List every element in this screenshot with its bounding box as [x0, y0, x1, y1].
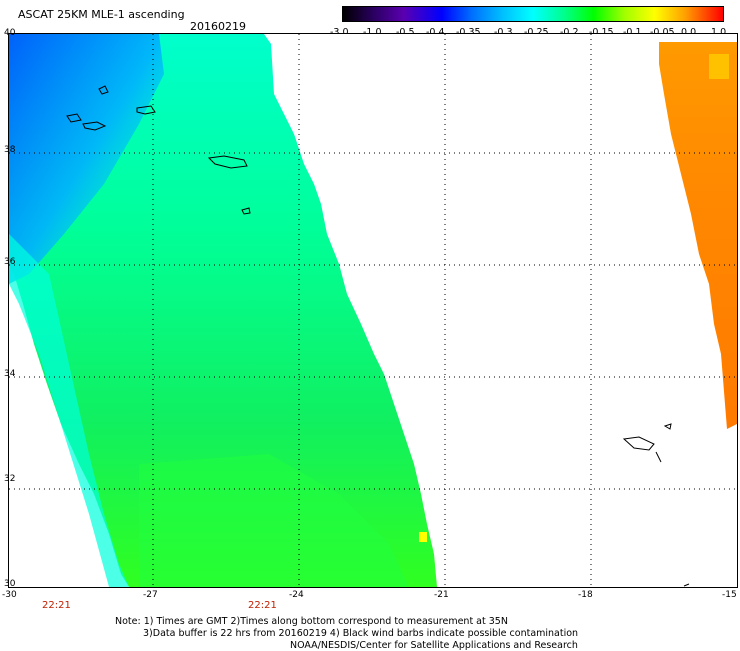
map-plot — [8, 33, 738, 588]
lon-label: -21 — [434, 590, 449, 600]
colorbar-tick: -0.35 — [456, 27, 481, 38]
map-title: ASCAT 25KM MLE-1 ascending — [18, 8, 185, 21]
swath-blue-region — [9, 34, 164, 284]
lon-label: -27 — [143, 590, 158, 600]
colorbar-tick: -0.15 — [589, 27, 614, 38]
colorbar-tick: -0.2 — [560, 27, 579, 38]
lon-label: -24 — [289, 590, 304, 600]
graticule — [9, 34, 737, 587]
lat-label: 34 — [4, 369, 16, 379]
coastlines — [66, 85, 690, 587]
colorbar-tick: -0.05 — [650, 27, 675, 38]
swath-green-patch — [139, 454, 409, 587]
colorbar-tick: 1.0 — [711, 27, 726, 38]
colorbar-tick: -0.1 — [623, 27, 642, 38]
map-svg — [9, 34, 737, 587]
swath-main — [9, 34, 437, 587]
lat-label: 32 — [4, 474, 16, 484]
colorbar-tick: -1.0 — [363, 27, 382, 38]
note-line-1: Note: 1) Times are GMT 2)Times along bot… — [115, 616, 508, 627]
swath-yellow-pixel — [419, 532, 427, 542]
colorbar-tick: -0.5 — [396, 27, 415, 38]
lon-label: -18 — [578, 590, 593, 600]
pass-time-label: 22:21 — [42, 600, 71, 611]
lon-label: -15 — [722, 590, 737, 600]
colorbar-tick: -3.0 — [330, 27, 349, 38]
colorbar-tick: -0.3 — [494, 27, 513, 38]
colorbar-tick: -0.4 — [426, 27, 445, 38]
note-line-3: NOAA/NESDIS/Center for Satellite Applica… — [290, 640, 578, 651]
map-date: 20160219 — [190, 20, 246, 33]
colorbar — [342, 6, 724, 22]
swath-east — [659, 42, 737, 429]
lat-label: 30 — [4, 579, 16, 589]
pass-time-label: 22:21 — [248, 600, 277, 611]
colorbar-tick: 0.0 — [681, 27, 696, 38]
lat-label: 36 — [4, 257, 16, 267]
lat-label: 40 — [4, 28, 16, 38]
note-line-2: 3)Data buffer is 22 hrs from 20160219 4)… — [143, 628, 579, 639]
lat-label: 38 — [4, 145, 16, 155]
swath-cyan-west — [9, 234, 129, 587]
swath-east-yellow — [709, 54, 729, 79]
colorbar-tick: -0.25 — [524, 27, 549, 38]
lon-label: -30 — [2, 590, 17, 600]
